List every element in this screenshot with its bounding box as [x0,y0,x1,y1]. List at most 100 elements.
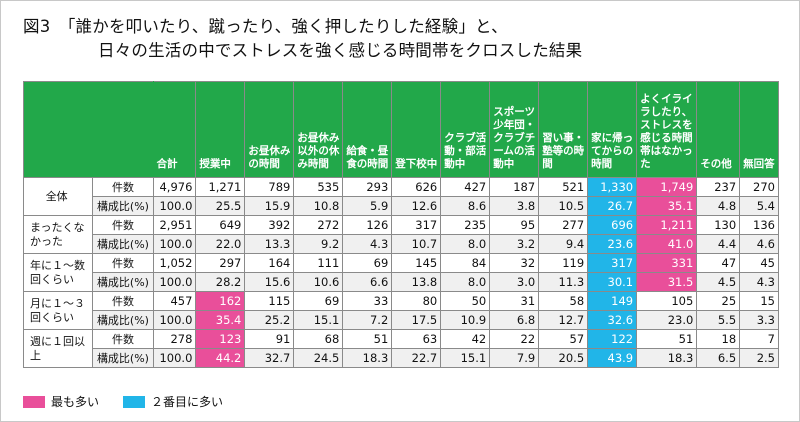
table-cell: 5.5 [696,310,741,330]
table-cell: 32 [489,253,540,273]
column-header: 登下校中 [391,81,442,178]
column-header: 家に帰ってからの時間 [587,81,638,178]
table-cell: 43.9 [587,348,638,368]
table-cell: 3.0 [489,272,540,292]
table-cell: 789 [244,177,295,197]
table-cell: 2,951 [152,215,197,235]
table-cell: 317 [587,253,638,273]
table-cell: 45 [739,253,779,273]
table-cell: 4.3 [342,234,393,254]
table-cell: 15 [739,291,779,311]
table-cell: 63 [391,329,442,349]
table-cell: 35.1 [636,196,698,216]
table-cell: 293 [342,177,393,197]
table-cell: 237 [696,177,741,197]
column-header: 合計 [152,81,197,178]
table-cell: 100.0 [152,310,197,330]
table-cell: 25.2 [244,310,295,330]
column-header: お昼休みの時間 [244,81,295,178]
table-cell: 24.5 [293,348,344,368]
table-cell: 7 [739,329,779,349]
table-cell: 3.3 [739,310,779,330]
table-cell: 521 [538,177,589,197]
table-cell: 4.8 [696,196,741,216]
table-cell: 12.6 [391,196,442,216]
table-cell: 9.4 [538,234,589,254]
table-cell: 317 [391,215,442,235]
table-cell: 18.3 [636,348,698,368]
table-cell: 51 [636,329,698,349]
row-sub-label: 構成比(%) [92,196,154,216]
column-header: お昼休み以外の休み時間 [293,81,344,178]
row-group-label: 月に１～３回くらい [22,291,94,330]
table-cell: 22.0 [195,234,246,254]
table-cell: 7.9 [489,348,540,368]
table-row: 構成比(%) 100.0 44.2 32.7 24.5 18.3 22.7 15.1 7.9 20… [24,348,779,368]
table-cell: 18.3 [342,348,393,368]
table-cell: 31.5 [636,272,698,292]
table-cell: 162 [195,291,246,311]
table-cell: 47 [696,253,741,273]
column-header: 授業中 [195,81,246,178]
table-cell: 20.5 [538,348,589,368]
row-group-label: 週に１回以上 [22,329,94,368]
table-cell: 2.5 [739,348,779,368]
table-cell: 115 [244,291,295,311]
table-cell: 23.6 [587,234,638,254]
table-cell: 69 [342,253,393,273]
table-cell: 235 [440,215,491,235]
table-cell: 84 [440,253,491,273]
table-cell: 4.5 [696,272,741,292]
table-cell: 272 [293,215,344,235]
table-cell: 1,749 [636,177,698,197]
table-row: 構成比(%) 100.0 25.5 15.9 10.8 5.9 12.6 8.6 3.8 10.5… [24,196,779,216]
table-cell: 12.7 [538,310,589,330]
title-line-2: 日々の生活の中でストレスを強く感じる時間帯をクロスした結果 [98,41,583,60]
legend-item: ２番目に多い [123,393,223,410]
table-cell: 41.0 [636,234,698,254]
table-cell: 626 [391,177,442,197]
table-cell: 297 [195,253,246,273]
table-cell: 4.6 [739,234,779,254]
row-sub-label: 構成比(%) [92,348,154,368]
table-cell: 22.7 [391,348,442,368]
table-cell: 100.0 [152,234,197,254]
table-cell: 35.4 [195,310,246,330]
table-cell: 13.3 [244,234,295,254]
table-body: 全体 件数 4,976 1,271 789 535 293 626 427 187 521 1,330… [22,177,779,368]
table-cell: 392 [244,215,295,235]
table-cell: 3.2 [489,234,540,254]
table-row: 週に１回以上 件数 278 123 91 68 51 63 42 22 57 122 51 18 7 [22,329,779,368]
table-row: 構成比(%) 100.0 28.2 15.6 10.6 6.6 13.8 8.0 3.0 11.3… [24,272,779,292]
table-cell: 10.8 [293,196,344,216]
row-sub-label: 件数 [92,329,154,349]
row-sub-label: 件数 [92,253,154,273]
table-cell: 696 [587,215,638,235]
table-cell: 13.8 [391,272,442,292]
row-sub-label: 構成比(%) [92,234,154,254]
table-row: まったくなかった 件数 2,951 649 392 272 126 317 235 95 277 69… [22,215,779,254]
table-cell: 23.0 [636,310,698,330]
table-cell: 164 [244,253,295,273]
table-cell: 10.6 [293,272,344,292]
table-cell: 100.0 [152,272,197,292]
table-cell: 4.4 [696,234,741,254]
table-cell: 10.5 [538,196,589,216]
table-row: 全体 件数 4,976 1,271 789 535 293 626 427 187 521 1,330… [22,177,779,216]
table-cell: 1,330 [587,177,638,197]
table-cell: 130 [696,215,741,235]
table-cell: 15.9 [244,196,295,216]
table-cell: 649 [195,215,246,235]
table-cell: 15.1 [293,310,344,330]
table-cell: 277 [538,215,589,235]
table-cell: 15.6 [244,272,295,292]
legend-item: 最も多い [23,393,99,410]
table-cell: 80 [391,291,442,311]
table-cell: 100.0 [152,196,197,216]
table-cell: 30.1 [587,272,638,292]
row-sub-label: 構成比(%) [92,272,154,292]
table-cell: 10.7 [391,234,442,254]
table-cell: 31 [489,291,540,311]
table-cell: 427 [440,177,491,197]
table-cell: 17.5 [391,310,442,330]
